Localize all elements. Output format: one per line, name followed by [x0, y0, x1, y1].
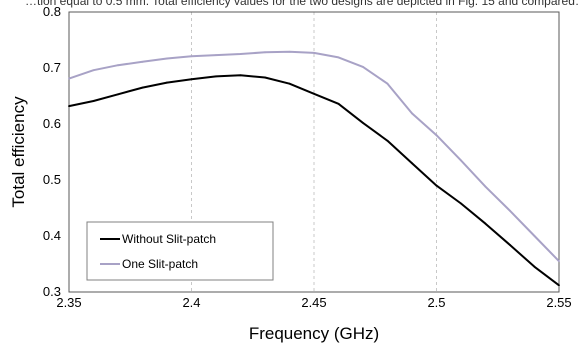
- data-point: [313, 51, 315, 54]
- grid-lines: [191, 12, 437, 292]
- series-1: [68, 74, 560, 287]
- data-point: [264, 76, 266, 79]
- data-point: [190, 78, 193, 81]
- data-point: [288, 82, 291, 85]
- y-tick-labels: 0.3 0.4 0.5 0.6 0.7 0.8: [43, 4, 61, 299]
- x-axis-label: Frequency (GHz): [249, 324, 379, 343]
- data-point: [533, 265, 536, 268]
- data-point: [558, 284, 560, 287]
- x-tick-label: 2.4: [182, 295, 200, 310]
- x-tick-labels: 2.35 2.4 2.45 2.5 2.55: [56, 295, 571, 310]
- data-point: [92, 100, 95, 102]
- data-point: [484, 185, 487, 188]
- data-point: [362, 65, 364, 68]
- data-point: [117, 93, 119, 96]
- data-point: [533, 235, 536, 237]
- series-group: [68, 50, 560, 287]
- data-point: [141, 60, 144, 63]
- y-tick-label: 0.4: [43, 228, 61, 243]
- data-point: [190, 55, 193, 58]
- series-2: [68, 50, 560, 263]
- data-point: [362, 121, 364, 124]
- y-tick-label: 0.3: [43, 284, 61, 299]
- data-point: [166, 57, 168, 60]
- plot-frame: [68, 11, 560, 293]
- legend-label-1: Without Slit-patch: [122, 232, 216, 246]
- y-tick-label: 0.5: [43, 172, 61, 187]
- data-point: [68, 77, 70, 80]
- x-tick-label: 2.45: [301, 295, 326, 310]
- legend: Without Slit-patch One Slit-patch: [86, 221, 274, 281]
- data-point: [337, 56, 340, 59]
- data-point: [558, 260, 560, 263]
- data-point: [411, 162, 413, 165]
- data-point: [509, 209, 511, 212]
- data-point: [509, 244, 511, 246]
- data-point: [435, 134, 438, 137]
- data-point: [68, 105, 70, 107]
- data-point: [239, 74, 242, 77]
- data-point: [435, 184, 438, 187]
- data-point: [460, 202, 462, 205]
- data-point: [288, 50, 291, 53]
- data-point: [313, 92, 315, 95]
- data-point: [264, 51, 266, 54]
- data-point: [484, 222, 487, 225]
- data-point: [337, 102, 340, 105]
- page-text: …tion equal to 0.5 mm. Total efficiency …: [25, 0, 579, 8]
- x-tick-label: 2.35: [56, 295, 81, 310]
- data-point: [411, 112, 413, 115]
- data-point: [460, 159, 462, 162]
- legend-label-2: One Slit-patch: [122, 257, 198, 271]
- y-tick-label: 0.7: [43, 60, 61, 75]
- data-point: [239, 53, 242, 55]
- data-point: [215, 54, 217, 57]
- data-point: [166, 81, 168, 84]
- x-tick-label: 2.55: [546, 295, 571, 310]
- data-point: [141, 86, 144, 89]
- page-text-fragment: …tion equal to 0.5 mm. Total efficiency …: [0, 0, 579, 12]
- y-axis-label: Total efficiency: [9, 96, 28, 208]
- y-tick-label: 0.8: [43, 4, 61, 19]
- data-point: [117, 64, 119, 67]
- legend-box: [86, 221, 274, 281]
- data-point: [215, 75, 217, 78]
- data-point: [386, 139, 389, 142]
- y-tick-label: 0.6: [43, 116, 61, 131]
- x-tick-label: 2.5: [427, 295, 445, 310]
- data-point: [386, 82, 389, 85]
- data-point: [92, 69, 95, 72]
